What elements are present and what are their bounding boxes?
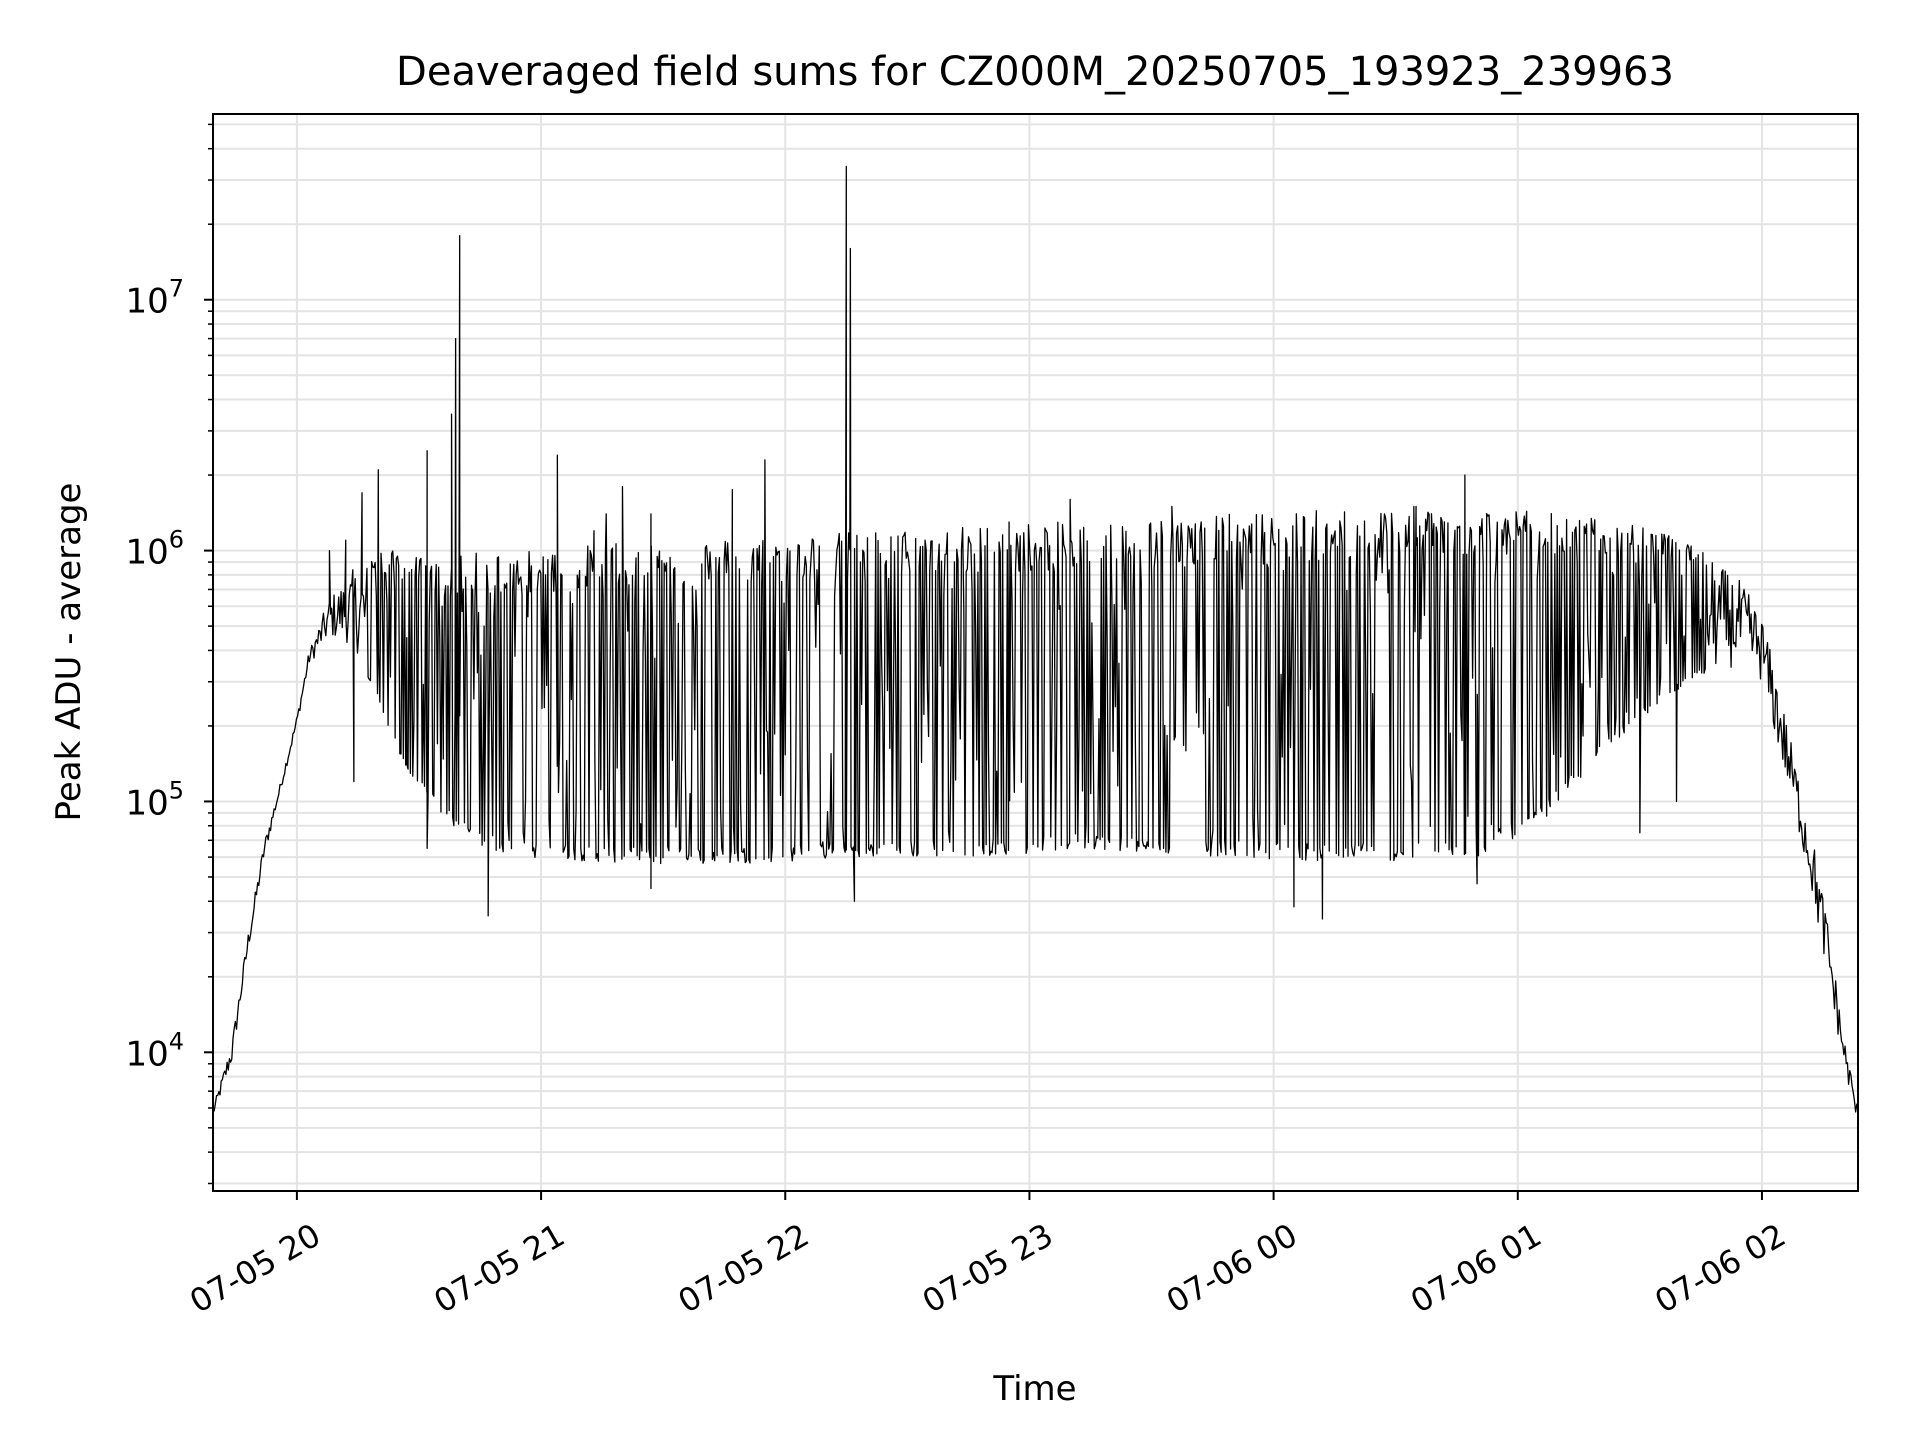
y-tick-label: 105 — [125, 776, 184, 823]
y-axis: 104 105 106 107 — [125, 123, 213, 1185]
x-tick-label: 07-05 22 — [672, 1216, 816, 1321]
plot-area-frame — [212, 113, 1859, 1192]
x-tick-label: 07-06 01 — [1404, 1216, 1548, 1321]
x-tick-label: 07-06 02 — [1648, 1216, 1792, 1321]
data-series — [212, 165, 1859, 1113]
series-line — [212, 165, 1859, 1113]
x-tick-label: 07-06 00 — [1160, 1216, 1304, 1321]
y-axis-label: Peak ADU - average — [49, 483, 89, 822]
chart-title: Deaveraged field sums for CZ000M_2025070… — [396, 49, 1674, 95]
y-tick-label: 106 — [125, 526, 184, 573]
y-tick-label: 107 — [125, 275, 184, 322]
x-tick-label: 07-05 21 — [427, 1216, 571, 1321]
x-tick-label: 07-05 23 — [916, 1216, 1060, 1321]
y-tick-label: 104 — [125, 1027, 184, 1074]
x-axis: 07-05 20 07-05 21 07-05 22 07-05 23 07-06 00… — [183, 1191, 1792, 1321]
x-tick-label: 07-05 20 — [183, 1216, 327, 1321]
x-axis-label: Time — [992, 1369, 1076, 1409]
